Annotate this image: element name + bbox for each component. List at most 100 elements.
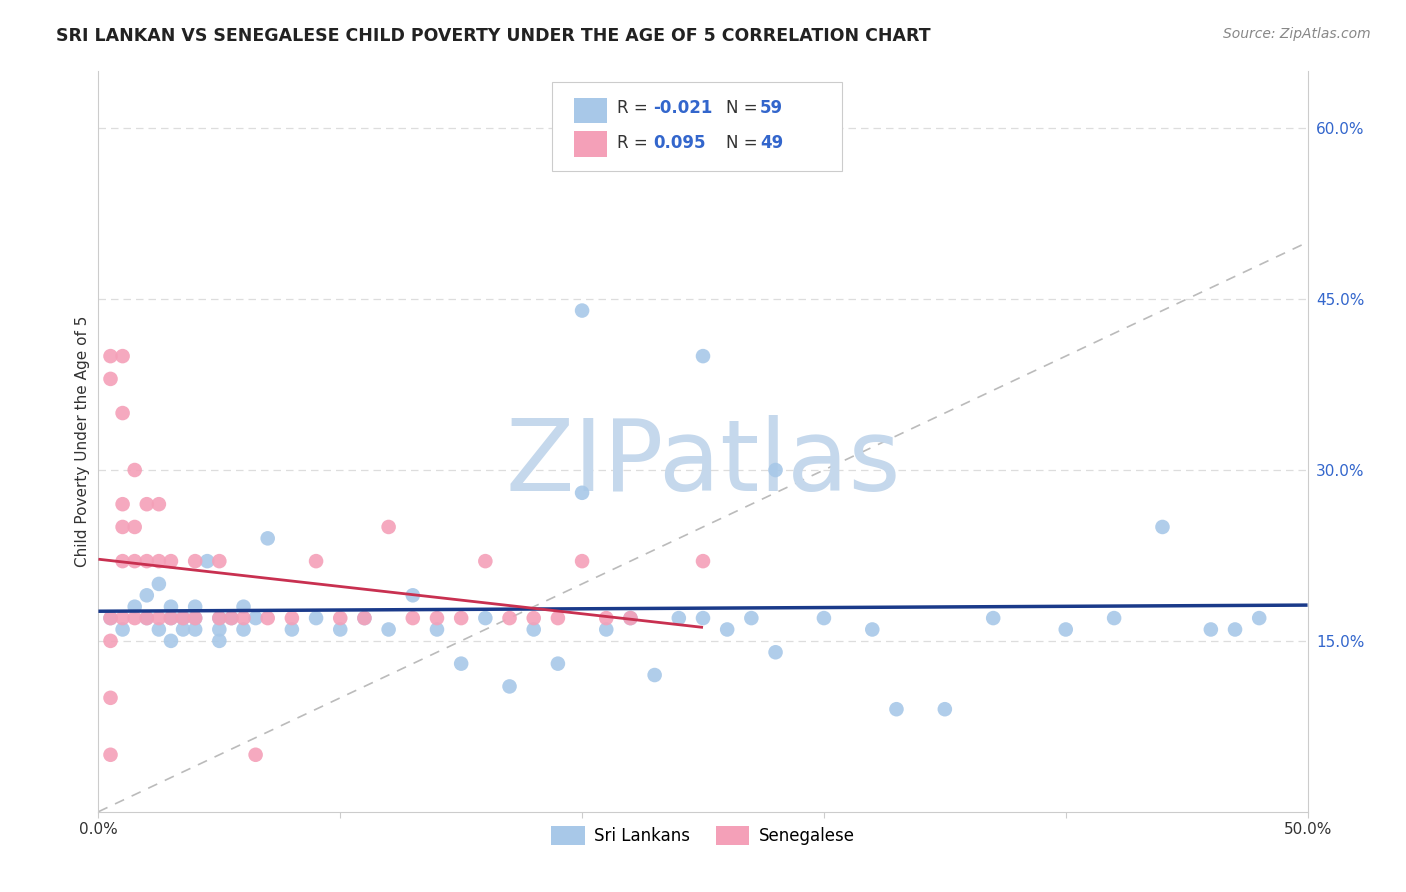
Point	[813, 611, 835, 625]
Point	[111, 349, 134, 363]
Point	[124, 599, 146, 614]
Point	[402, 611, 425, 625]
Point	[329, 611, 352, 625]
FancyBboxPatch shape	[574, 131, 607, 156]
Point	[208, 611, 231, 625]
Point	[184, 599, 207, 614]
Text: R =: R =	[617, 134, 654, 153]
Point	[692, 349, 714, 363]
Point	[135, 611, 157, 625]
Text: -0.021: -0.021	[654, 99, 713, 118]
Point	[426, 623, 449, 637]
Point	[208, 633, 231, 648]
Point	[571, 554, 593, 568]
Point	[111, 623, 134, 637]
Point	[1223, 623, 1246, 637]
Point	[184, 623, 207, 637]
Point	[426, 611, 449, 625]
Point	[256, 611, 278, 625]
Point	[595, 623, 617, 637]
Point	[281, 611, 304, 625]
Text: 49: 49	[759, 134, 783, 153]
Point	[1152, 520, 1174, 534]
Point	[111, 554, 134, 568]
Point	[740, 611, 762, 625]
Point	[1249, 611, 1271, 625]
Point	[148, 577, 170, 591]
Point	[184, 554, 207, 568]
Point	[124, 463, 146, 477]
Point	[148, 611, 170, 625]
Point	[886, 702, 908, 716]
Point	[160, 633, 183, 648]
Point	[547, 657, 569, 671]
Point	[160, 611, 183, 625]
Point	[160, 554, 183, 568]
Point	[232, 623, 254, 637]
Point	[377, 623, 399, 637]
Point	[100, 611, 122, 625]
Legend: Sri Lankans, Senegalese: Sri Lankans, Senegalese	[544, 819, 862, 852]
Point	[111, 497, 134, 511]
Point	[523, 611, 546, 625]
Point	[353, 611, 375, 625]
Point	[765, 463, 787, 477]
Point	[644, 668, 666, 682]
FancyBboxPatch shape	[574, 98, 607, 123]
Point	[498, 680, 520, 694]
Point	[281, 623, 304, 637]
Point	[100, 611, 122, 625]
Text: 59: 59	[759, 99, 783, 118]
Point	[100, 747, 122, 762]
Point	[1054, 623, 1077, 637]
Point	[765, 645, 787, 659]
Point	[172, 611, 194, 625]
Point	[160, 599, 183, 614]
Point	[353, 611, 375, 625]
Point	[124, 520, 146, 534]
Point	[716, 623, 738, 637]
Point	[135, 554, 157, 568]
Text: 0.095: 0.095	[654, 134, 706, 153]
Point	[135, 611, 157, 625]
Point	[668, 611, 690, 625]
Point	[1102, 611, 1125, 625]
Point	[172, 611, 194, 625]
Point	[934, 702, 956, 716]
Point	[221, 611, 243, 625]
Point	[160, 611, 183, 625]
Point	[1199, 623, 1222, 637]
Point	[329, 623, 352, 637]
Point	[135, 497, 157, 511]
Point	[860, 623, 883, 637]
Point	[377, 520, 399, 534]
Point	[498, 611, 520, 625]
Point	[208, 623, 231, 637]
Point	[571, 303, 593, 318]
Point	[571, 485, 593, 500]
Point	[474, 554, 496, 568]
Point	[100, 349, 122, 363]
Point	[124, 611, 146, 625]
Point	[547, 611, 569, 625]
Point	[474, 611, 496, 625]
Point	[100, 372, 122, 386]
Point	[221, 611, 243, 625]
Point	[595, 611, 617, 625]
Point	[692, 611, 714, 625]
Point	[245, 611, 267, 625]
Point	[148, 497, 170, 511]
Text: Source: ZipAtlas.com: Source: ZipAtlas.com	[1223, 27, 1371, 41]
Point	[100, 633, 122, 648]
Point	[256, 532, 278, 546]
Point	[450, 611, 472, 625]
Point	[135, 588, 157, 602]
Point	[232, 599, 254, 614]
FancyBboxPatch shape	[551, 82, 842, 171]
Point	[450, 657, 472, 671]
Text: ZIPatlas: ZIPatlas	[505, 416, 901, 512]
Point	[148, 623, 170, 637]
Point	[111, 611, 134, 625]
Text: N =: N =	[725, 134, 763, 153]
Point	[184, 611, 207, 625]
